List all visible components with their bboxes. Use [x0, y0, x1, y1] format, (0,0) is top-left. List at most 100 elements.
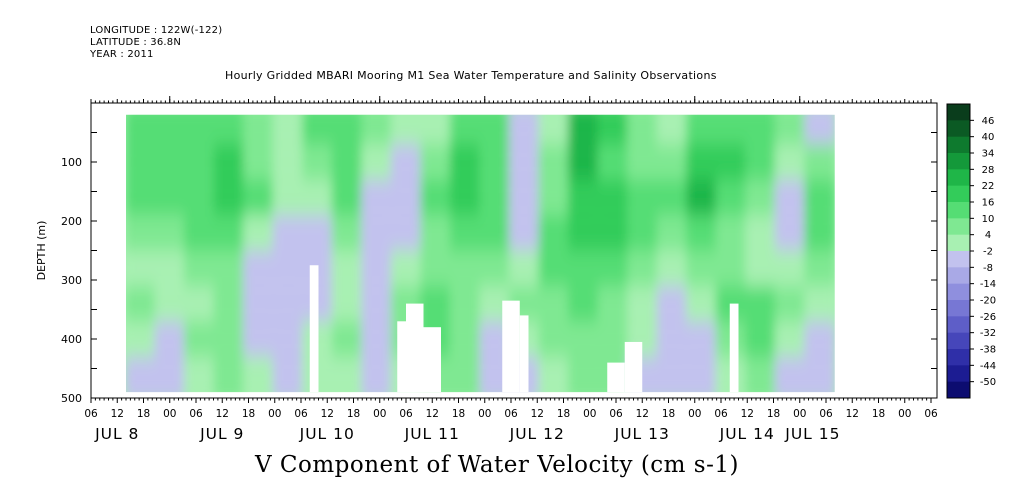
- y-tick-label: 100: [61, 156, 82, 169]
- heatmap-cell: [361, 321, 393, 357]
- heatmap-cell: [184, 215, 216, 251]
- heatmap-cell: [686, 356, 718, 393]
- heatmap-cell: [745, 114, 777, 145]
- heatmap-cell: [627, 285, 659, 322]
- heatmap-cell: [774, 285, 807, 322]
- colorbar-level-label: -32: [980, 328, 996, 339]
- x-day-label: JUL 12: [509, 425, 565, 443]
- heatmap-cell: [715, 179, 748, 216]
- heatmap-cell: [715, 114, 748, 145]
- x-day-label: JUL 14: [719, 425, 775, 443]
- x-hour-tick-label: 06: [294, 408, 308, 420]
- x-hour-tick-label: 00: [898, 408, 911, 420]
- y-axis-label: DEPTH (m): [35, 221, 48, 281]
- x-hour-tick-label: 18: [137, 408, 150, 420]
- y-tick-label: 300: [61, 274, 82, 287]
- heatmap-cell: [213, 114, 246, 145]
- heatmap-cell: [745, 356, 777, 393]
- heatmap-cell: [508, 215, 541, 251]
- colorbar-swatch: [947, 332, 970, 350]
- x-day-label: JUL 10: [299, 425, 355, 443]
- heatmap-cell: [449, 285, 482, 322]
- heatmap-cell: [243, 285, 275, 322]
- heatmap-cell: [126, 321, 157, 357]
- x-hour-tick-label: 18: [242, 408, 255, 420]
- heatmap-cell: [272, 321, 305, 357]
- colorbar-swatch: [947, 349, 970, 366]
- heatmap-cell: [656, 250, 689, 286]
- y-tick-label: 400: [61, 333, 82, 346]
- heatmap-cell: [449, 356, 482, 393]
- heatmap-cell: [390, 144, 423, 180]
- heatmap-cell: [567, 321, 600, 357]
- heatmap-cell: [804, 215, 835, 251]
- heatmap-cell: [804, 114, 835, 145]
- x-hour-tick-label: 06: [714, 408, 728, 420]
- heatmap-cell: [656, 144, 689, 180]
- heatmap-cell: [715, 215, 748, 251]
- heatmap-cell: [154, 114, 187, 145]
- heatmap-cell: [184, 114, 216, 145]
- missing-data-region: [397, 321, 406, 393]
- heatmap-cell: [597, 179, 630, 216]
- heatmap-cell: [627, 215, 659, 251]
- heatmap-cell: [420, 179, 452, 216]
- heatmap-cell: [331, 215, 364, 251]
- heatmap-cell: [627, 144, 659, 180]
- heatmap-cell: [508, 179, 541, 216]
- heatmap-cell: [272, 356, 305, 393]
- heatmap-cell: [243, 144, 275, 180]
- heatmap-cell: [390, 114, 423, 145]
- heatmap-cell: [331, 114, 364, 145]
- colorbar-variable-label: V Component of Water Velocity (cm s-1): [255, 452, 739, 478]
- heatmap-cell: [302, 215, 334, 251]
- x-hour-tick-label: 00: [373, 408, 386, 420]
- heatmap-cell: [154, 179, 187, 216]
- heatmap-cell: [184, 179, 216, 216]
- heatmap-cell: [804, 144, 835, 180]
- colorbar-level-label: 28: [982, 165, 995, 176]
- heatmap-cell: [243, 356, 275, 393]
- heatmap-cell: [449, 114, 482, 145]
- heatmap-cell: [479, 215, 511, 251]
- heatmap-cell: [597, 114, 630, 145]
- velocity-field: [126, 114, 835, 393]
- missing-data-region: [423, 327, 441, 393]
- heatmap-cell: [597, 144, 630, 180]
- heatmap-cell: [804, 285, 835, 322]
- x-hour-tick-label: 00: [478, 408, 491, 420]
- chart-title: Hourly Gridded MBARI Mooring M1 Sea Wate…: [225, 69, 717, 82]
- heatmap-cell: [213, 285, 246, 322]
- heatmap-cell: [538, 179, 570, 216]
- colorbar-swatch: [947, 267, 970, 285]
- heatmap-cell: [745, 179, 777, 216]
- heatmap-cell: [449, 215, 482, 251]
- heatmap-cell: [656, 179, 689, 216]
- heatmap-cell: [361, 285, 393, 322]
- x-hour-tick-label: 06: [84, 408, 98, 420]
- heatmap-cell: [597, 215, 630, 251]
- x-hour-tick-label: 18: [662, 408, 675, 420]
- longitude-label: LONGITUDE : 122W(-122): [90, 25, 223, 36]
- colorbar-level-label: 16: [982, 198, 995, 209]
- heatmap-cell: [567, 250, 600, 286]
- axes: 06 12 18 00 06 12 18 00 06 12 18 00 06 12 18 00 06 12 18 00…: [35, 96, 938, 443]
- heatmap-cell: [538, 285, 570, 322]
- heatmap-cell: [331, 285, 364, 322]
- heatmap-cell: [745, 285, 777, 322]
- x-hour-tick-label: 12: [531, 408, 544, 420]
- colorbar-swatch: [947, 316, 970, 334]
- colorbar-level-label: -26: [980, 312, 996, 323]
- heatmap-cell: [538, 356, 570, 393]
- x-day-label: JUL 13: [614, 425, 670, 443]
- heatmap-cell: [627, 250, 659, 286]
- heatmap-cell: [213, 250, 246, 286]
- heatmap-cell: [302, 179, 334, 216]
- heatmap-cell: [126, 356, 157, 393]
- x-hour-tick-label: 06: [924, 408, 938, 420]
- heatmap-cell: [126, 285, 157, 322]
- missing-data-region: [729, 303, 739, 393]
- heatmap-cell: [656, 215, 689, 251]
- colorbar-level-label: -38: [980, 345, 996, 356]
- x-hour-tick-label: 12: [426, 408, 439, 420]
